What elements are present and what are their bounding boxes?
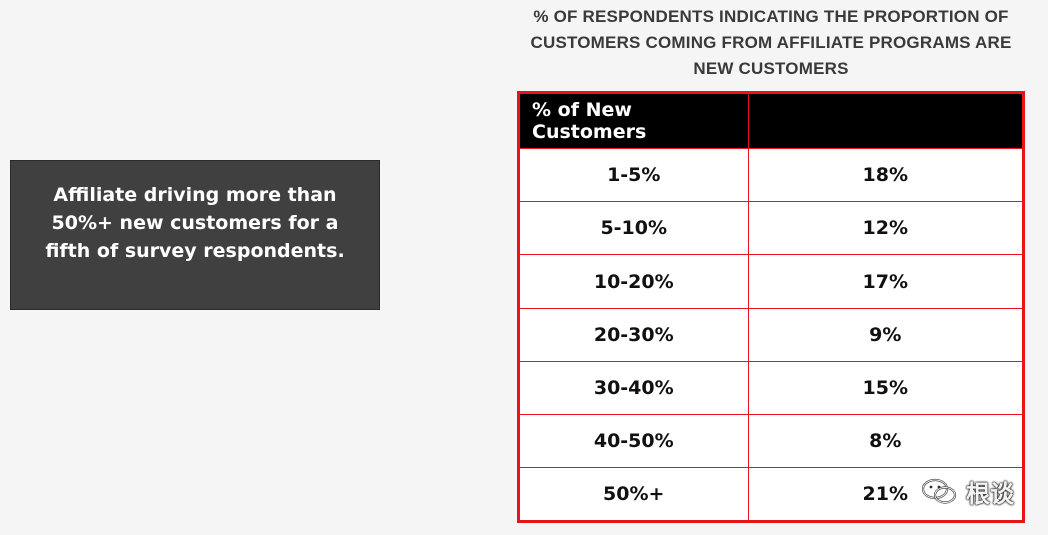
category-cell: 5-10% [520,201,749,255]
table-body: 1-5% 18% 5-10% 12% 10-20% 17% 20-30% 9% 30-40% 15… [520,147,1022,520]
callout-box: Affiliate driving more than 50%+ new cus… [10,160,380,310]
callout-text: Affiliate driving more than 50%+ new cus… [45,184,345,262]
wechat-icon [921,478,957,504]
value-cell: 17% [748,254,1022,309]
header-row: % of New Customers [520,94,1022,149]
data-table-frame: % of New Customers 1-5% 18% 5-10% 12% 10-20%… [517,91,1025,523]
value-cell: 9% [748,307,1022,362]
table-row: 5-10% 12% [520,201,1022,255]
category-cell: 1-5% [520,147,749,202]
category-cell: 50%+ [520,467,749,520]
category-cell: 30-40% [520,360,749,415]
column-header-category: % of New Customers [520,94,749,149]
table-row: 30-40% 15% [520,360,1022,415]
column-header-value [748,94,1022,149]
category-cell: 40-50% [520,414,749,468]
value-cell: 15% [748,360,1022,415]
table-row: 50%+ 21% [520,467,1022,520]
table-row: 20-30% 9% [520,307,1022,362]
value-cell: 8% [748,414,1022,468]
table-row: 10-20% 17% [520,254,1022,309]
value-cell: 18% [748,147,1022,202]
watermark: 根谈 [920,474,1014,509]
watermark-text: 根谈 [966,480,1014,508]
category-cell: 20-30% [520,307,749,362]
value-cell: 21% [748,467,1022,520]
category-cell: 10-20% [520,254,749,309]
table-title: % OF RESPONDENTS INDICATING THE PROPORTI… [530,7,1012,78]
table-row: 40-50% 8% [520,414,1022,468]
data-table: % of New Customers 1-5% 18% 5-10% 12% 10-20%… [520,94,1022,520]
table-row: 1-5% 18% [520,147,1022,202]
value-cell: 12% [748,201,1022,255]
